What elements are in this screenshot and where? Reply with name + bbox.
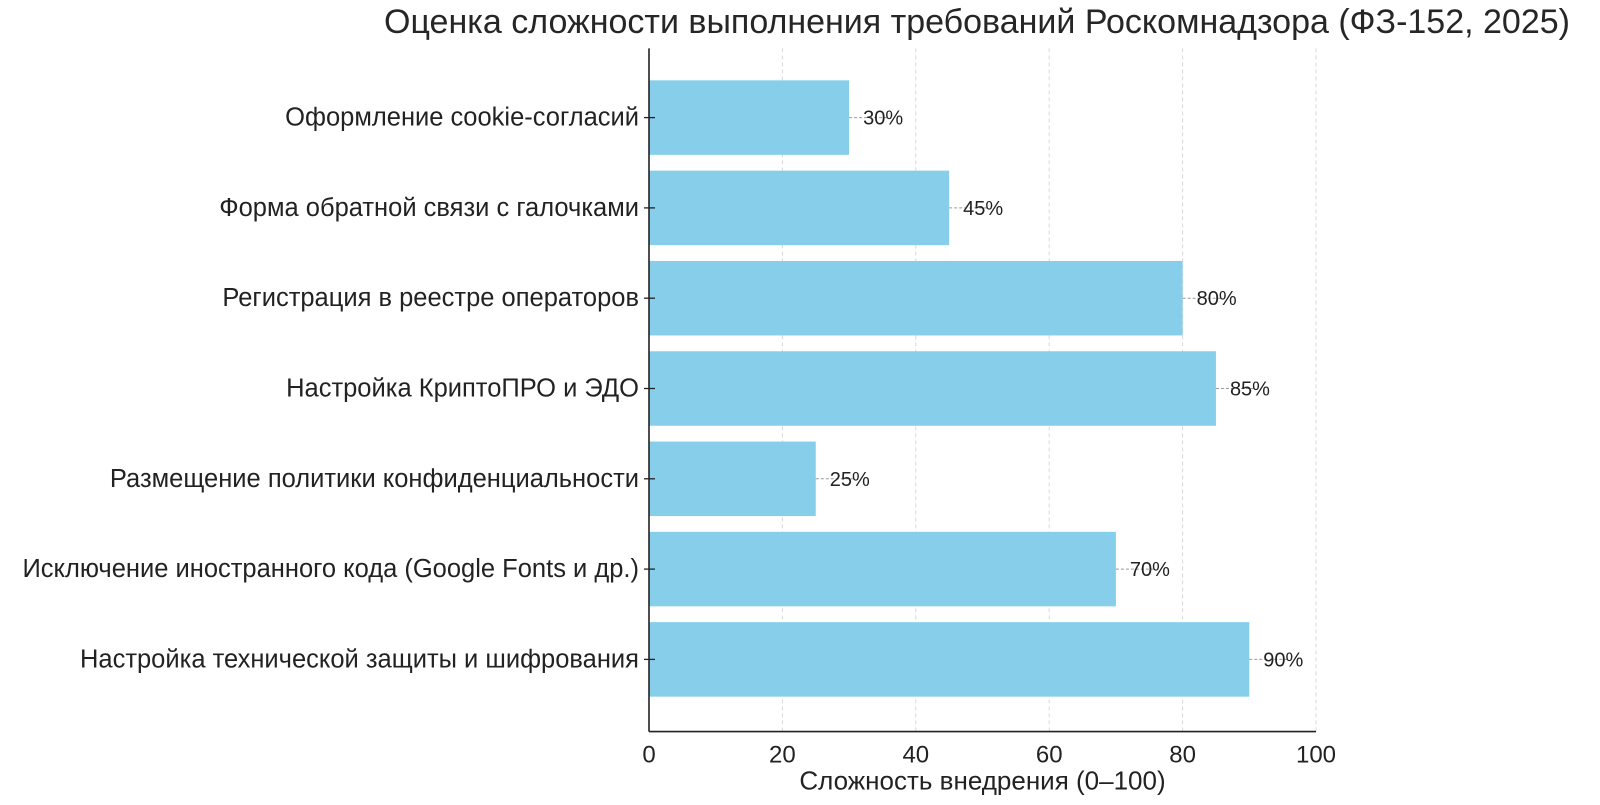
- svg-text:Настройка КриптоПРО и ЭДО: Настройка КриптоПРО и ЭДО: [286, 375, 639, 403]
- svg-text:85%: 85%: [1230, 379, 1270, 401]
- svg-text:20: 20: [769, 742, 796, 769]
- svg-text:Настройка технической защиты и: Настройка технической защиты и шифровани…: [80, 645, 639, 673]
- svg-text:Сложность внедрения (0–100): Сложность внедрения (0–100): [799, 766, 1165, 796]
- svg-text:30%: 30%: [863, 108, 903, 130]
- svg-text:60: 60: [1036, 742, 1063, 769]
- svg-text:90%: 90%: [1263, 649, 1303, 671]
- svg-text:Форма обратной связи с галочка: Форма обратной связи с галочками: [219, 194, 639, 222]
- svg-text:100: 100: [1296, 742, 1336, 769]
- svg-text:Регистрация в реестре оператор: Регистрация в реестре операторов: [222, 284, 639, 312]
- svg-text:80: 80: [1169, 742, 1196, 769]
- svg-text:45%: 45%: [963, 198, 1003, 220]
- svg-text:40: 40: [902, 742, 929, 769]
- svg-text:Размещение политики конфиденци: Размещение политики конфиденциальности: [110, 465, 639, 493]
- svg-text:80%: 80%: [1197, 288, 1237, 310]
- svg-text:0: 0: [642, 742, 655, 769]
- svg-text:25%: 25%: [830, 469, 870, 491]
- svg-text:70%: 70%: [1130, 559, 1170, 581]
- svg-text:Оценка сложности выполнения тр: Оценка сложности выполнения требований Р…: [384, 3, 1570, 41]
- svg-text:Оформление cookie-согласий: Оформление cookie-согласий: [285, 104, 639, 132]
- svg-text:Исключение иностранного кода (: Исключение иностранного кода (Google Fon…: [22, 555, 639, 583]
